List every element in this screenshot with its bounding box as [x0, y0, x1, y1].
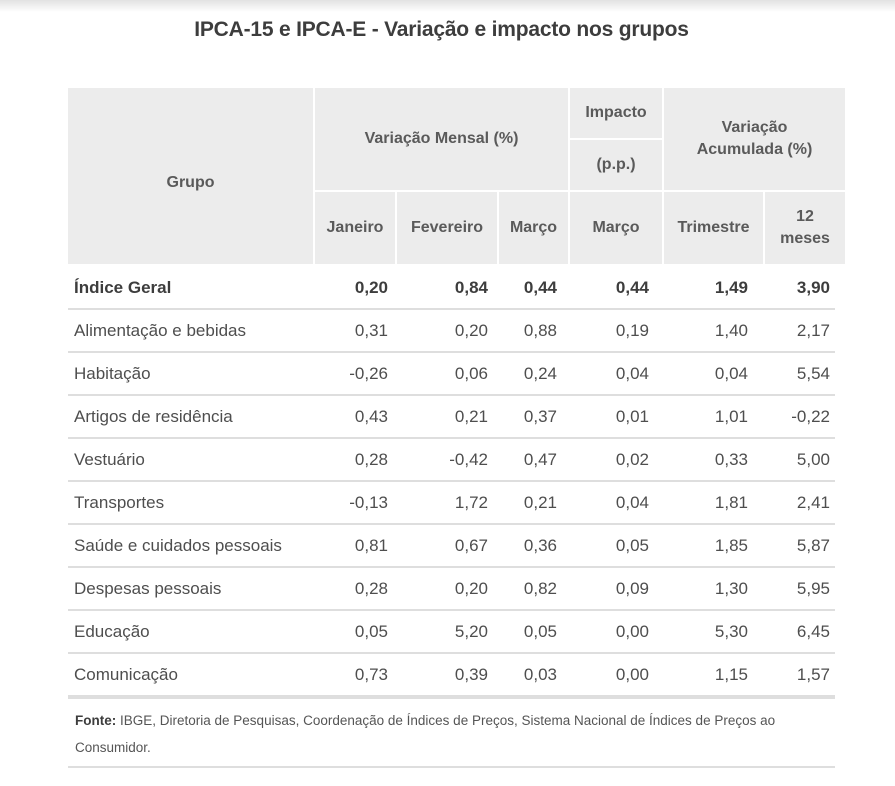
cell-fev: 0,84	[393, 267, 493, 310]
cell-fev: 5,20	[393, 611, 493, 654]
cell-trimestre: 1,49	[654, 267, 753, 310]
cell-doze-meses: 2,17	[753, 310, 835, 353]
table-body: Índice Geral 0,20 0,84 0,44 0,44 1,49 3,90 Alim…	[68, 267, 835, 697]
cell-mar: 0,36	[493, 525, 562, 568]
cell-jan: 0,43	[313, 396, 393, 439]
cell-jan: -0,13	[313, 482, 393, 525]
cell-jan: 0,20	[313, 267, 393, 310]
table-row: Habitação -0,26 0,06 0,24 0,04 0,04 5,54	[68, 353, 835, 396]
cell-jan: 0,28	[313, 439, 393, 482]
table-row: Educação 0,05 5,20 0,05 0,00 5,30 6,45	[68, 611, 835, 654]
cell-grupo: Habitação	[68, 353, 313, 396]
cell-trimestre: 1,81	[654, 482, 753, 525]
cell-mar: 0,24	[493, 353, 562, 396]
table-row: Transportes -0,13 1,72 0,21 0,04 1,81 2,41	[68, 482, 835, 525]
cell-grupo: Saúde e cuidados pessoais	[68, 525, 313, 568]
cell-jan: -0,26	[313, 353, 393, 396]
cell-trimestre: 0,33	[654, 439, 753, 482]
cell-mar: 0,44	[493, 267, 562, 310]
table-row: Alimentação e bebidas 0,31 0,20 0,88 0,19 1,4…	[68, 310, 835, 353]
header-marco: Março	[499, 192, 569, 264]
cell-fev: 0,67	[393, 525, 493, 568]
cell-grupo: Educação	[68, 611, 313, 654]
header-variacao-acumulada: Variação Acumulada (%)	[664, 88, 846, 190]
table-row: Saúde e cuidados pessoais 0,81 0,67 0,36 0,0…	[68, 525, 835, 568]
cell-grupo: Artigos de residência	[68, 396, 313, 439]
cell-grupo: Transportes	[68, 482, 313, 525]
cell-jan: 0,28	[313, 568, 393, 611]
cell-trimestre: 1,40	[654, 310, 753, 353]
table-header: Grupo Variação Mensal (%) Impacto Variaç…	[66, 86, 847, 266]
cell-mar: 0,05	[493, 611, 562, 654]
cell-doze-meses: 2,41	[753, 482, 835, 525]
cell-mar: 0,37	[493, 396, 562, 439]
header-impacto-unit: (p.p.)	[570, 140, 663, 190]
table-row: Comunicação 0,73 0,39 0,03 0,00 1,15 1,57	[68, 654, 835, 697]
cell-doze-meses: 1,57	[753, 654, 835, 697]
cell-doze-meses: 3,90	[753, 267, 835, 310]
cell-impacto-mar: 0,05	[562, 525, 654, 568]
table-row: Despesas pessoais 0,28 0,20 0,82 0,09 1,30 5,9…	[68, 568, 835, 611]
table-row: Artigos de residência 0,43 0,21 0,37 0,01 1,0…	[68, 396, 835, 439]
cell-trimestre: 5,30	[654, 611, 753, 654]
cell-grupo: Comunicação	[68, 654, 313, 697]
cell-doze-meses: 5,87	[753, 525, 835, 568]
cell-impacto-mar: 0,00	[562, 654, 654, 697]
cell-impacto-mar: 0,01	[562, 396, 654, 439]
header-grupo: Grupo	[68, 88, 313, 264]
cell-doze-meses: 6,45	[753, 611, 835, 654]
cell-fev: 0,20	[393, 310, 493, 353]
top-shadow	[0, 0, 895, 12]
cell-jan: 0,31	[313, 310, 393, 353]
table-title: IPCA-15 e IPCA-E - Variação e impacto no…	[194, 18, 689, 41]
cell-mar: 0,47	[493, 439, 562, 482]
cell-trimestre: 1,30	[654, 568, 753, 611]
cell-doze-meses: 5,95	[753, 568, 835, 611]
header-12-meses: 12 meses	[765, 192, 846, 264]
cell-impacto-mar: 0,04	[562, 353, 654, 396]
header-trimestre: Trimestre	[664, 192, 764, 264]
cell-mar: 0,21	[493, 482, 562, 525]
cell-doze-meses: -0,22	[753, 396, 835, 439]
cell-mar: 0,03	[493, 654, 562, 697]
cell-doze-meses: 5,00	[753, 439, 835, 482]
cell-trimestre: 1,01	[654, 396, 753, 439]
header-fevereiro: Fevereiro	[397, 192, 497, 264]
cell-fev: -0,42	[393, 439, 493, 482]
cell-impacto-mar: 0,19	[562, 310, 654, 353]
cell-mar: 0,82	[493, 568, 562, 611]
table-row: Vestuário 0,28 -0,42 0,47 0,02 0,33 5,00	[68, 439, 835, 482]
source-text: IBGE, Diretoria de Pesquisas, Coordenaçã…	[75, 713, 776, 755]
source-note: Fonte: IBGE, Diretoria de Pesquisas, Coo…	[68, 697, 835, 768]
cell-fev: 0,39	[393, 654, 493, 697]
cell-grupo: Despesas pessoais	[68, 568, 313, 611]
header-janeiro: Janeiro	[315, 192, 395, 264]
table-row: Índice Geral 0,20 0,84 0,44 0,44 1,49 3,90	[68, 267, 835, 310]
cell-grupo: Alimentação e bebidas	[68, 310, 313, 353]
cell-mar: 0,88	[493, 310, 562, 353]
cell-impacto-mar: 0,04	[562, 482, 654, 525]
header-impacto-marco: Março	[570, 192, 663, 264]
cell-impacto-mar: 0,09	[562, 568, 654, 611]
cell-fev: 0,06	[393, 353, 493, 396]
cell-grupo: Índice Geral	[68, 267, 313, 310]
cell-trimestre: 1,85	[654, 525, 753, 568]
cell-jan: 0,05	[313, 611, 393, 654]
cell-trimestre: 0,04	[654, 353, 753, 396]
header-impacto: Impacto	[570, 88, 663, 138]
cell-jan: 0,73	[313, 654, 393, 697]
cell-impacto-mar: 0,02	[562, 439, 654, 482]
cell-grupo: Vestuário	[68, 439, 313, 482]
cell-trimestre: 1,15	[654, 654, 753, 697]
cell-fev: 0,20	[393, 568, 493, 611]
cell-impacto-mar: 0,00	[562, 611, 654, 654]
cell-doze-meses: 5,54	[753, 353, 835, 396]
source-label: Fonte:	[75, 713, 117, 728]
header-variacao-mensal: Variação Mensal (%)	[315, 88, 569, 190]
cell-fev: 1,72	[393, 482, 493, 525]
cell-impacto-mar: 0,44	[562, 267, 654, 310]
cell-jan: 0,81	[313, 525, 393, 568]
cell-fev: 0,21	[393, 396, 493, 439]
